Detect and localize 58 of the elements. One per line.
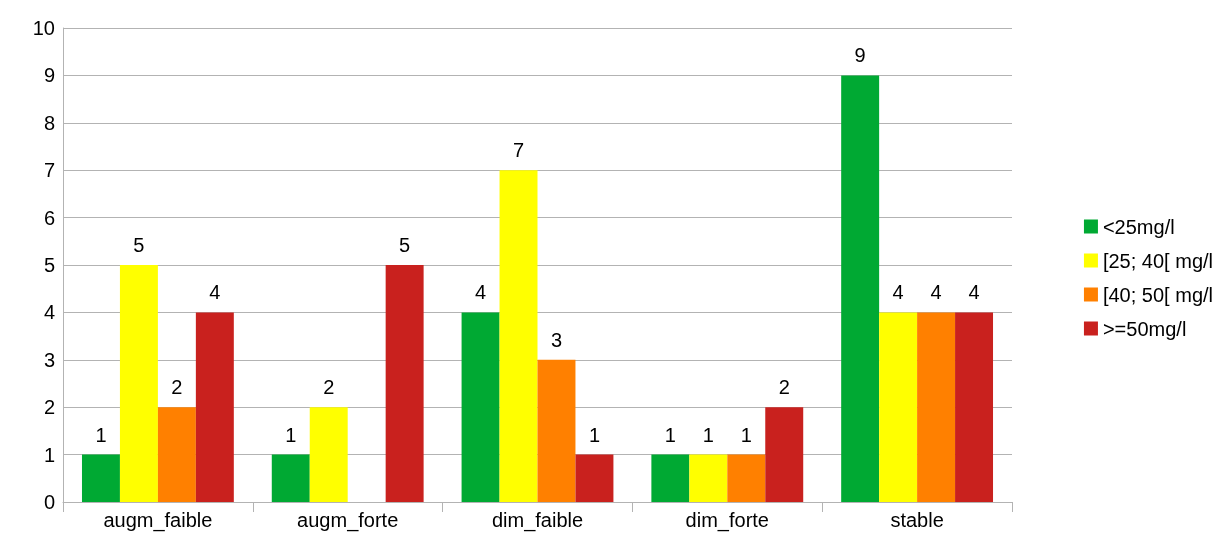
bar: [879, 312, 918, 502]
y-tick-label: 7: [43, 159, 55, 182]
bar: [499, 170, 538, 502]
data-label: 2: [171, 376, 183, 399]
data-label: 1: [664, 423, 676, 446]
data-label: 4: [930, 281, 942, 304]
data-label: 3: [550, 328, 563, 351]
bar: [765, 407, 804, 502]
data-label: 1: [285, 423, 297, 446]
x-tick-label: stable: [890, 509, 944, 531]
data-label: 4: [892, 281, 904, 304]
bar: [157, 407, 196, 502]
bar: [119, 265, 158, 502]
y-tick-label: 8: [43, 111, 55, 134]
bar: [727, 454, 766, 502]
bar: [385, 265, 424, 502]
data-label: 5: [133, 234, 145, 256]
data-label: 2: [323, 376, 335, 399]
y-tick-label: 5: [43, 254, 55, 276]
bar: [309, 407, 348, 502]
bar: [461, 312, 500, 502]
bar: [651, 454, 690, 502]
data-label: 7: [512, 139, 525, 162]
bar: [917, 312, 956, 502]
y-tick-label: 0: [43, 491, 55, 513]
bar: [689, 454, 728, 502]
data-label: 9: [854, 44, 866, 67]
bar: [575, 454, 614, 502]
legend-label: [25; 40[ mg/l: [1102, 249, 1213, 272]
data-label: 2: [778, 376, 790, 399]
data-label: 1: [95, 423, 107, 446]
y-tick-label: 3: [43, 348, 55, 371]
data-label: 1: [740, 423, 752, 446]
bar: [81, 454, 120, 502]
y-tick-label: 10: [32, 17, 55, 39]
bar: [271, 454, 310, 502]
x-tick-label: dim_faible: [491, 509, 584, 532]
data-label: 5: [399, 234, 411, 256]
y-tick-label: 1: [43, 443, 55, 466]
bar: [537, 359, 576, 502]
x-tick-label: augm_faible: [103, 509, 213, 532]
legend-label: <25mg/l: [1102, 215, 1175, 238]
bar: [955, 312, 994, 502]
data-label: 4: [209, 281, 221, 304]
legend-label: >=50mg/l: [1102, 317, 1187, 340]
x-tick-label: dim_forte: [685, 509, 769, 532]
data-label: 1: [702, 423, 714, 446]
data-label: 4: [968, 281, 980, 304]
data-label: 4: [475, 281, 487, 304]
y-tick-label: 2: [43, 396, 55, 419]
y-tick-label: 4: [43, 301, 55, 324]
bar: [841, 75, 880, 502]
legend-label: [40; 50[ mg/l: [1102, 283, 1213, 306]
y-tick-label: 6: [43, 206, 55, 229]
bar: [195, 312, 234, 502]
y-tick-label: 9: [43, 64, 55, 87]
data-label: 1: [588, 423, 600, 446]
x-tick-label: augm_forte: [297, 509, 399, 532]
